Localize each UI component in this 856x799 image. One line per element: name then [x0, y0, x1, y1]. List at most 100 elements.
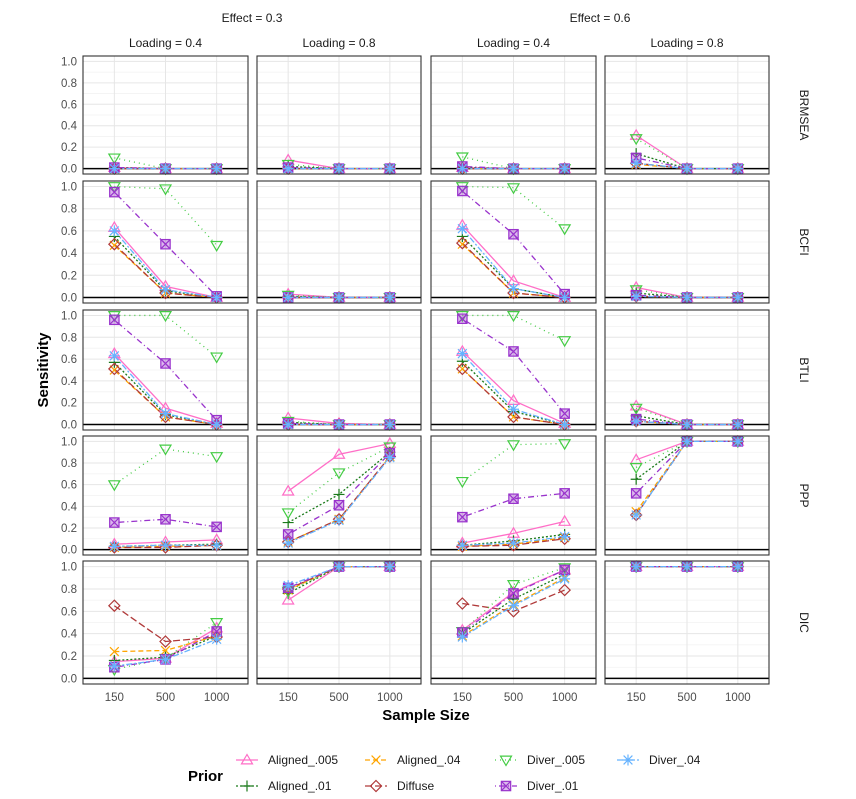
data-point — [506, 183, 521, 195]
data-point-cross — [160, 358, 171, 369]
data-point — [558, 336, 572, 348]
data-point — [333, 291, 345, 303]
data-point — [108, 362, 121, 376]
panel-border — [604, 309, 770, 431]
facet-panel — [256, 435, 422, 556]
data-point — [282, 419, 294, 431]
data-point — [732, 561, 744, 573]
legend-label: Diver_.01 — [527, 779, 579, 793]
panel-border — [256, 560, 422, 685]
data-point — [108, 540, 120, 552]
data-point — [630, 290, 642, 302]
data-point — [160, 284, 171, 296]
data-point-cross — [109, 517, 120, 528]
legend: Prior Aligned_.005 Aligned_.04 Diver_.005 Di… — [188, 753, 701, 793]
data-point-cross — [559, 408, 570, 419]
data-point — [629, 403, 643, 415]
data-point — [456, 348, 468, 360]
data-point — [629, 462, 643, 475]
legend-label: Diver_.04 — [649, 753, 701, 767]
row-strip-label: BRMSEA — [797, 90, 811, 141]
series-line — [287, 456, 391, 543]
y-tick-label: 0.6 — [61, 99, 77, 111]
data-point-cross — [559, 488, 570, 499]
facet-panel — [430, 560, 597, 685]
data-point — [211, 163, 223, 175]
x-tick-label: 500 — [677, 692, 696, 704]
data-point-cross — [631, 488, 642, 499]
data-point — [507, 286, 520, 300]
data-point-cross — [457, 185, 468, 197]
legend-item: Diver_.005 — [495, 753, 585, 767]
y-tick-label: 0.8 — [61, 584, 77, 596]
data-point-cross — [333, 500, 345, 511]
data-point — [456, 631, 468, 643]
effect-strip-label: Effect = 0.6 — [570, 11, 631, 25]
data-point — [732, 419, 744, 431]
data-point — [456, 362, 469, 376]
panel-border — [430, 560, 597, 685]
data-point — [384, 452, 396, 464]
data-point — [210, 452, 224, 464]
data-point — [160, 408, 171, 420]
legend-item: Diver_.04 — [617, 753, 701, 767]
data-point-cross — [508, 229, 519, 240]
data-point — [456, 539, 469, 553]
data-point — [241, 780, 253, 792]
data-point — [508, 600, 519, 612]
facet-panel — [430, 309, 597, 431]
data-point — [681, 561, 693, 573]
facet-panel — [604, 180, 770, 305]
data-point — [333, 488, 345, 500]
legend-item: Diffuse — [365, 779, 434, 793]
series-line — [287, 565, 390, 587]
y-tick-label: 0.8 — [61, 204, 77, 216]
y-tick-label: 0.2 — [61, 398, 77, 410]
data-point — [160, 163, 171, 175]
facet-panel — [430, 180, 597, 304]
panel-border — [604, 560, 770, 685]
data-point — [333, 561, 345, 573]
data-point — [630, 509, 642, 521]
panel-border — [256, 435, 422, 556]
y-tick-label: 0.6 — [61, 480, 77, 492]
y-tick-label: 0.0 — [61, 420, 77, 432]
series-line — [461, 228, 565, 299]
data-point-cross — [109, 186, 120, 198]
panel-border — [430, 309, 597, 431]
y-tick-label: 1.0 — [61, 436, 77, 448]
series-line — [461, 569, 565, 631]
data-point — [732, 435, 744, 447]
facet-panel — [604, 55, 770, 176]
y-tick-label: 0.4 — [61, 501, 78, 513]
y-tick-label: 0.4 — [61, 121, 78, 133]
data-point — [681, 291, 693, 303]
x-tick-label: 500 — [329, 692, 348, 704]
data-point — [108, 225, 120, 237]
data-point — [282, 537, 294, 549]
facet-panel — [82, 560, 249, 685]
facet-panel — [256, 559, 422, 685]
data-point — [281, 593, 295, 605]
data-point-cross — [211, 626, 222, 637]
series-line — [287, 457, 391, 544]
x-tick-label: 1000 — [204, 692, 230, 704]
y-tick-label: 0.2 — [61, 651, 77, 663]
data-point — [332, 468, 346, 480]
x-tick-label: 500 — [504, 692, 523, 704]
y-tick-label: 0.4 — [61, 376, 78, 388]
x-axis-title: Sample Size — [382, 707, 470, 724]
x-tick-label: 150 — [453, 692, 472, 704]
y-tick-label: 0.2 — [61, 270, 77, 282]
data-point — [108, 599, 121, 613]
legend-label: Aligned_.04 — [397, 753, 461, 767]
data-point — [333, 163, 345, 175]
y-tick-label: 0.2 — [61, 142, 77, 154]
series-line — [461, 224, 565, 299]
data-point-cross — [500, 780, 512, 792]
y-axis-title: Sensitivity — [35, 332, 52, 408]
data-point — [281, 290, 295, 302]
row-strip-label: BCFI — [797, 228, 811, 255]
data-point — [681, 419, 693, 431]
panel-border — [82, 435, 249, 556]
